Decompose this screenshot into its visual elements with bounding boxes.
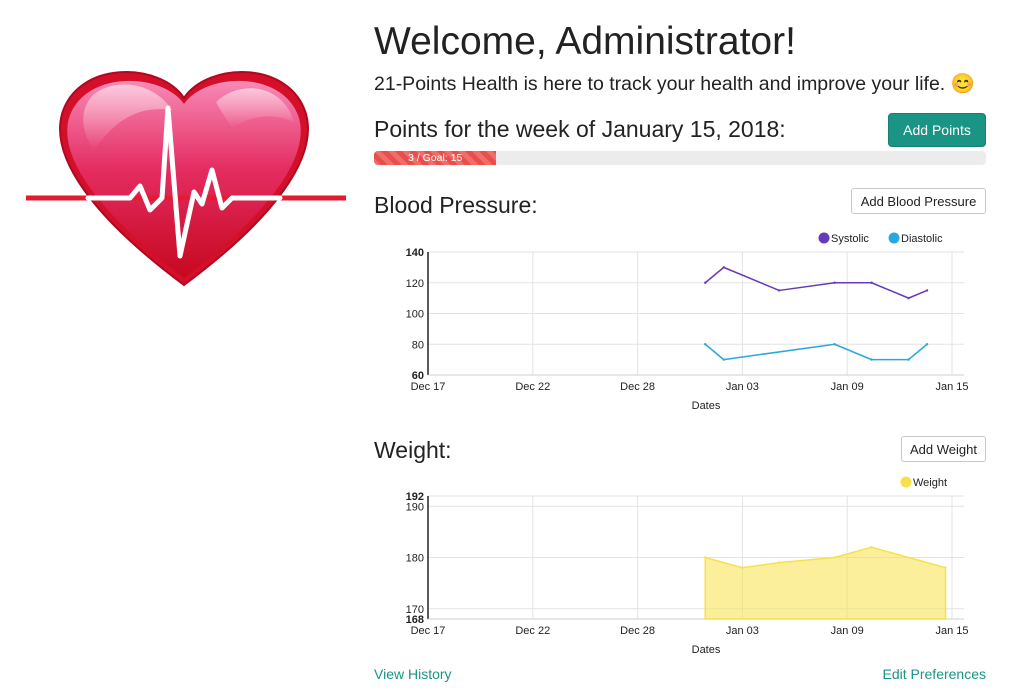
- bp-data-point: [925, 289, 929, 292]
- weight-y-tick-label: 168: [406, 614, 424, 626]
- weight-data-point: [777, 561, 781, 564]
- weight-data-point: [944, 566, 947, 569]
- weight-y-tick-label: 170: [406, 604, 424, 616]
- main-content: Welcome, Administrator! 21-Points Health…: [374, 0, 986, 697]
- bp-x-tick-label: Dec 28: [620, 381, 655, 393]
- bp-x-tick-label: Jan 15: [935, 381, 968, 393]
- weight-x-tick-label: Jan 09: [831, 625, 864, 637]
- add-points-button[interactable]: Add Points: [888, 113, 986, 147]
- weight-y-tick-label: 190: [406, 501, 424, 513]
- bp-data-point: [704, 343, 707, 346]
- bp-y-tick-label: 140: [406, 247, 424, 259]
- bp-x-axis-label: Dates: [692, 400, 721, 412]
- weight-x-tick-label: Dec 28: [620, 625, 655, 637]
- weight-legend-label: Weight: [913, 477, 947, 489]
- blood-pressure-chart: 140 120 100 80 60 Dec 17 Dec 22 Dec 28 Jan 03 Jan…: [374, 226, 986, 416]
- bp-series-diastolic-line: [704, 343, 928, 361]
- weight-series-weight-area: [704, 546, 947, 620]
- blood-pressure-title: Blood Pressure:: [374, 192, 538, 218]
- weight-x-tick-label: Dec 17: [411, 625, 446, 637]
- bp-y-tick-label: 120: [406, 278, 424, 290]
- bp-data-point: [704, 281, 707, 284]
- view-history-link[interactable]: View History: [374, 666, 452, 682]
- weight-data-point: [741, 566, 744, 569]
- points-title: Points for the week of January 15, 2018:: [374, 116, 786, 142]
- bp-data-point: [833, 343, 836, 346]
- bp-data-point: [907, 296, 910, 300]
- weight-data-point: [833, 556, 836, 559]
- bp-data-point: [722, 358, 725, 361]
- bp-y-tick-label: 60: [412, 370, 424, 382]
- add-blood-pressure-button[interactable]: Add Blood Pressure: [851, 188, 986, 214]
- bp-y-tick-label: 80: [412, 339, 424, 351]
- weight-x-tick-label: Jan 03: [726, 625, 759, 637]
- add-weight-button[interactable]: Add Weight: [901, 436, 986, 462]
- weight-data-point: [870, 546, 873, 549]
- points-progress: 3 / Goal: 15: [374, 151, 986, 165]
- bp-legend-label: Systolic: [831, 233, 869, 245]
- weight-y-tick-label: 192: [406, 491, 424, 503]
- weight-data-point: [704, 556, 707, 559]
- bp-data-point: [870, 358, 873, 361]
- bp-x-tick-label: Dec 17: [411, 381, 446, 393]
- bp-legend-marker: [818, 232, 830, 244]
- bp-y-tick-label: 100: [406, 309, 424, 321]
- bp-data-point: [907, 358, 910, 361]
- bp-x-tick-label: Jan 09: [831, 381, 864, 393]
- bp-data-point: [777, 289, 781, 292]
- tagline: 21-Points Health is here to track your h…: [374, 73, 975, 95]
- bp-legend-marker: [888, 232, 900, 244]
- bp-x-tick-label: Jan 03: [726, 381, 759, 393]
- bp-data-point: [833, 281, 836, 284]
- bp-data-point: [925, 343, 929, 346]
- bp-data-point: [722, 266, 725, 269]
- weight-x-axis-label: Dates: [692, 644, 721, 656]
- points-progress-bar: 3 / Goal: 15: [374, 151, 497, 165]
- weight-legend-marker: [900, 476, 912, 488]
- weight-x-tick-label: Jan 15: [935, 625, 968, 637]
- weight-y-tick-label: 180: [406, 553, 424, 565]
- bp-x-tick-label: Dec 22: [515, 381, 550, 393]
- bp-data-point: [870, 281, 873, 284]
- page-title: Welcome, Administrator!: [374, 20, 796, 63]
- bp-legend-label: Diastolic: [901, 233, 943, 245]
- edit-preferences-link[interactable]: Edit Preferences: [882, 666, 987, 682]
- weight-chart: 192 190 180 170 168 Dec 17 Dec 22 Dec 28 Jan 03 J…: [374, 470, 986, 660]
- heart-heartbeat-icon: [22, 66, 350, 288]
- weight-x-tick-label: Dec 22: [515, 625, 550, 637]
- weight-title: Weight:: [374, 437, 452, 463]
